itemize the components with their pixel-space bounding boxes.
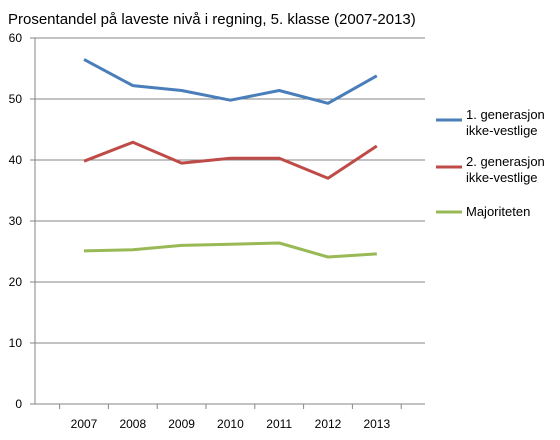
x-tick-label: 2009: [168, 417, 195, 431]
y-tick-label: 20: [9, 275, 23, 289]
legend-label: ikke-vestlige: [466, 170, 538, 185]
legend-label: 1. generasjon: [466, 107, 545, 122]
gridlines: [35, 37, 425, 344]
x-tick-label: 2012: [315, 417, 342, 431]
series-line-2: [83, 140, 378, 180]
series-line-3: [83, 241, 377, 259]
x-tick-label: 2008: [119, 417, 146, 431]
legend-label: ikke-vestlige: [466, 123, 538, 138]
x-tick-label: 2011: [266, 417, 292, 431]
series-lines: [83, 58, 378, 259]
chart-title: Prosentandel på laveste nivå i regning, …: [8, 11, 416, 28]
series-line-1: [83, 58, 378, 105]
axes: 0 10 20 30 40 50 60 2007 2008 2009 2010 2011 2012 201…: [9, 31, 425, 431]
y-tick-label: 10: [9, 336, 23, 350]
y-tick-label: 60: [9, 31, 23, 45]
y-tick-label: 50: [9, 92, 23, 106]
y-tick-label: 30: [9, 214, 23, 228]
legend-label: 2. generasjon: [466, 154, 545, 169]
y-tick-label: 0: [15, 397, 22, 411]
x-tick-label: 2010: [217, 417, 244, 431]
x-tick-label: 2013: [363, 417, 390, 431]
y-tick-label: 40: [9, 153, 23, 167]
legend-label: Majoriteten: [466, 204, 530, 219]
x-tick-label: 2007: [71, 417, 98, 431]
